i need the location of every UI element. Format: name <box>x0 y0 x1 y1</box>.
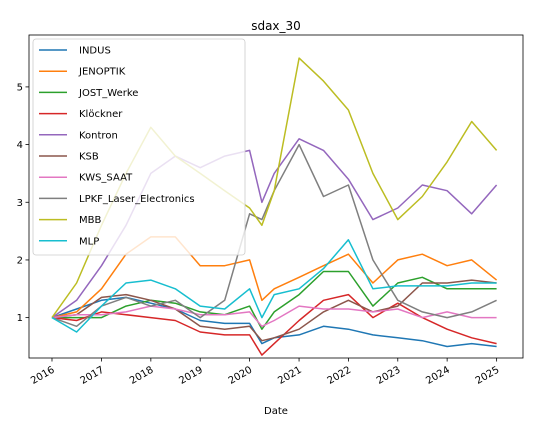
y-tick-label: 5 <box>17 82 23 93</box>
series-line-jost-werke <box>52 270 497 330</box>
axes-frame <box>28 34 524 359</box>
x-tick-label: 2017 <box>79 365 107 387</box>
x-tick-label: 2023 <box>375 365 403 387</box>
x-tick-label: 2025 <box>474 365 502 387</box>
x-tick-label: 2021 <box>276 365 304 387</box>
x-tick-label: 2020 <box>227 365 255 387</box>
legend-label: MBB <box>79 215 101 226</box>
series-line-ksb <box>51 279 497 342</box>
chart-title: sdax_30 <box>251 19 301 33</box>
x-axis: 2016 2017 2018 2019 2020 2021 2022 2023 2024 2025 <box>29 358 501 387</box>
series-line-mlp <box>51 239 497 333</box>
y-tick-label: 3 <box>17 198 23 209</box>
x-tick-label: 2019 <box>177 365 205 387</box>
legend-label: MLP <box>79 236 99 247</box>
x-tick-label: 2024 <box>424 365 452 387</box>
legend-label: LPKF_Laser_Electronics <box>79 194 195 205</box>
y-tick-label: 2 <box>17 255 23 266</box>
series-line-kws-saat <box>51 305 497 328</box>
series-line-kl-ckner <box>51 293 497 356</box>
y-tick-label: 4 <box>17 140 23 151</box>
series-line-lpkf-laser-electronics <box>51 143 497 328</box>
legend-label: Kontron <box>79 130 118 141</box>
x-tick-label: 2022 <box>326 365 354 387</box>
legend-label: KSB <box>79 152 99 163</box>
legend-label: Klöckner <box>79 109 123 120</box>
y-axis: 1 2 3 4 5 <box>17 82 29 324</box>
x-axis-label: Date <box>264 406 288 417</box>
legend-label: KWS_SAAT <box>79 173 133 184</box>
y-tick-label: 1 <box>17 313 23 324</box>
legend-label: JENOPTIK <box>78 67 126 78</box>
x-tick-label: 2018 <box>128 365 156 387</box>
legend: INDUS JENOPTIK JOST_Werke Klöckner Kontron KS… <box>32 38 246 256</box>
legend-box <box>32 38 246 256</box>
legend-label: JOST_Werke <box>78 88 138 99</box>
legend-label: INDUS <box>79 46 111 57</box>
x-tick-label: 2016 <box>29 365 57 387</box>
